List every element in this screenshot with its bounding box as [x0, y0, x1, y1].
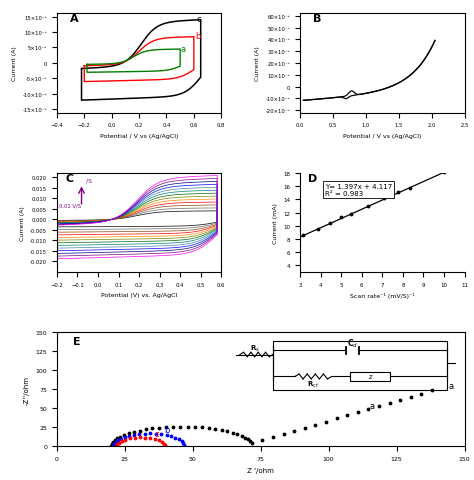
- Text: 0.01 V/S: 0.01 V/S: [59, 203, 81, 208]
- Text: /S: /S: [86, 178, 91, 183]
- Text: a: a: [369, 401, 374, 410]
- X-axis label: Potential (V) vs. Ag/AgCl: Potential (V) vs. Ag/AgCl: [101, 293, 177, 298]
- Text: c: c: [197, 15, 201, 24]
- X-axis label: Z '/ohm: Z '/ohm: [247, 467, 274, 473]
- Y-axis label: Current (mA): Current (mA): [273, 203, 278, 243]
- Text: Y= 1.397x + 4.117
R² = 0.983: Y= 1.397x + 4.117 R² = 0.983: [325, 183, 392, 196]
- Y-axis label: Current (A): Current (A): [12, 47, 17, 81]
- Y-axis label: Current (A): Current (A): [255, 47, 260, 81]
- Text: b: b: [195, 32, 201, 41]
- Text: A: A: [70, 14, 79, 24]
- Text: a: a: [180, 45, 185, 53]
- Text: b: b: [164, 425, 170, 434]
- Y-axis label: -Z''/ohm: -Z''/ohm: [24, 375, 30, 404]
- Y-axis label: Current (A): Current (A): [19, 205, 25, 240]
- Text: D: D: [309, 173, 318, 183]
- Text: E: E: [73, 336, 81, 346]
- Text: C: C: [65, 173, 73, 183]
- X-axis label: Potential / V vs (Ag/AgCl): Potential / V vs (Ag/AgCl): [100, 133, 178, 139]
- Text: c: c: [155, 430, 160, 438]
- Text: B: B: [313, 14, 322, 24]
- X-axis label: Scan rate⁻¹ (mV/S)⁻¹: Scan rate⁻¹ (mV/S)⁻¹: [350, 293, 415, 299]
- X-axis label: Potential / V vs (Ag/AgCl): Potential / V vs (Ag/AgCl): [343, 133, 421, 139]
